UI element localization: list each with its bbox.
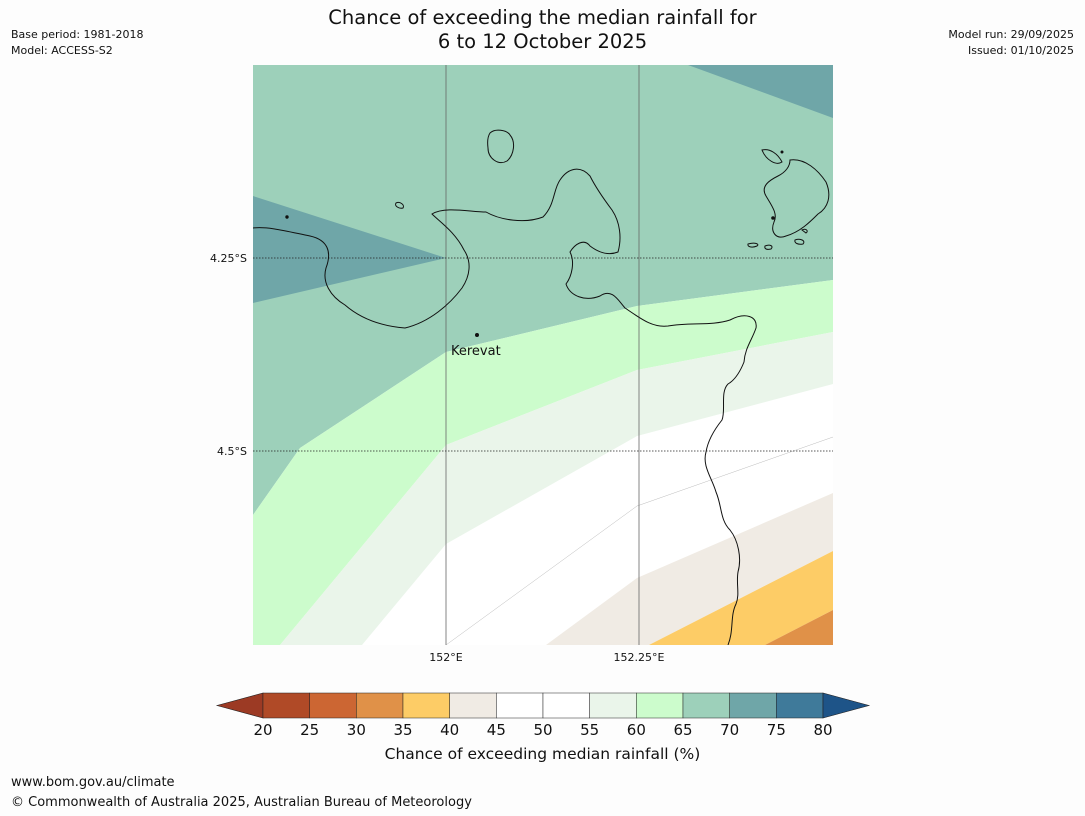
lat-label-4-25: 4.25°S <box>210 252 247 265</box>
band-65-70 <box>253 65 833 515</box>
page-title: Chance of exceeding the median rainfall … <box>328 6 757 53</box>
band-70-75-northeast <box>688 65 833 118</box>
colorbar-tick-label: 40 <box>440 721 459 739</box>
colorbar-tick-label: 45 <box>487 721 506 739</box>
band-35-40 <box>649 551 833 645</box>
band-30-35 <box>765 610 833 645</box>
lon-label-152: 152°E <box>429 651 462 664</box>
colorbar-cell-60-65 <box>636 692 684 719</box>
band-60-65 <box>253 280 833 645</box>
footer-copyright: © Commonwealth of Australia 2025, Austra… <box>11 795 472 810</box>
colorbar-label: Chance of exceeding median rainfall (%) <box>384 745 701 763</box>
meta-left: Base period: 1981-2018 Model: ACCESS-S2 <box>11 27 143 59</box>
band-40-45 <box>546 493 833 645</box>
footer-url[interactable]: www.bom.gov.au/climate <box>11 775 175 790</box>
band-55-60 <box>280 332 833 645</box>
lat-label-4-5: 4.5°S <box>217 445 247 458</box>
coastline <box>253 129 830 645</box>
model-text: Model: ACCESS-S2 <box>11 44 113 57</box>
colorbar-cell-65-70 <box>682 692 730 719</box>
colorbar-tick-label: 30 <box>347 721 366 739</box>
colorbar: 20 25 30 35 40 45 50 55 60 65 70 75 80 <box>215 692 871 739</box>
place-label-kerevat: Kerevat <box>451 344 501 359</box>
colorbar-extend-low <box>215 692 264 719</box>
graticule <box>253 65 833 645</box>
colorbar-tick-label: 55 <box>580 721 599 739</box>
base-period-text: Base period: 1981-2018 <box>11 28 144 41</box>
colorbar-tick-label: 20 <box>253 721 272 739</box>
colorbar-tick-label: 25 <box>300 721 319 739</box>
band-70-75-west <box>253 196 446 303</box>
colorbar-cell-70-75 <box>729 692 777 719</box>
colorbar-cell-50-55 <box>542 692 590 719</box>
colorbar-tick-label: 50 <box>533 721 552 739</box>
colorbar-tick-label: 65 <box>673 721 692 739</box>
colorbar-cell-45-50 <box>496 692 544 719</box>
colorbar-cell-35-40 <box>402 692 450 719</box>
meta-right: Model run: 29/09/2025 Issued: 01/10/2025 <box>948 27 1074 59</box>
colorbar-cell-75-80 <box>776 692 824 719</box>
colorbar-tick-label: 35 <box>393 721 412 739</box>
colorbar-extend-high <box>822 692 871 719</box>
colorbar-tick-label: 70 <box>720 721 739 739</box>
colorbar-cell-55-60 <box>589 692 637 719</box>
model-run-text: Model run: 29/09/2025 <box>948 28 1074 41</box>
colorbar-cell-25-30 <box>309 692 357 719</box>
lon-label-152-25: 152.25°E <box>614 651 665 664</box>
colorbar-tick-label: 60 <box>627 721 646 739</box>
contour-50-line <box>445 436 833 645</box>
colorbar-tick-label: 75 <box>767 721 786 739</box>
colorbar-tick-label: 80 <box>813 721 832 739</box>
probability-contours <box>253 65 833 645</box>
colorbar-cell-20-25 <box>262 692 310 719</box>
issued-text: Issued: 01/10/2025 <box>967 44 1074 57</box>
colorbar-cell-40-45 <box>449 692 497 719</box>
colorbar-cell-30-35 <box>356 692 404 719</box>
